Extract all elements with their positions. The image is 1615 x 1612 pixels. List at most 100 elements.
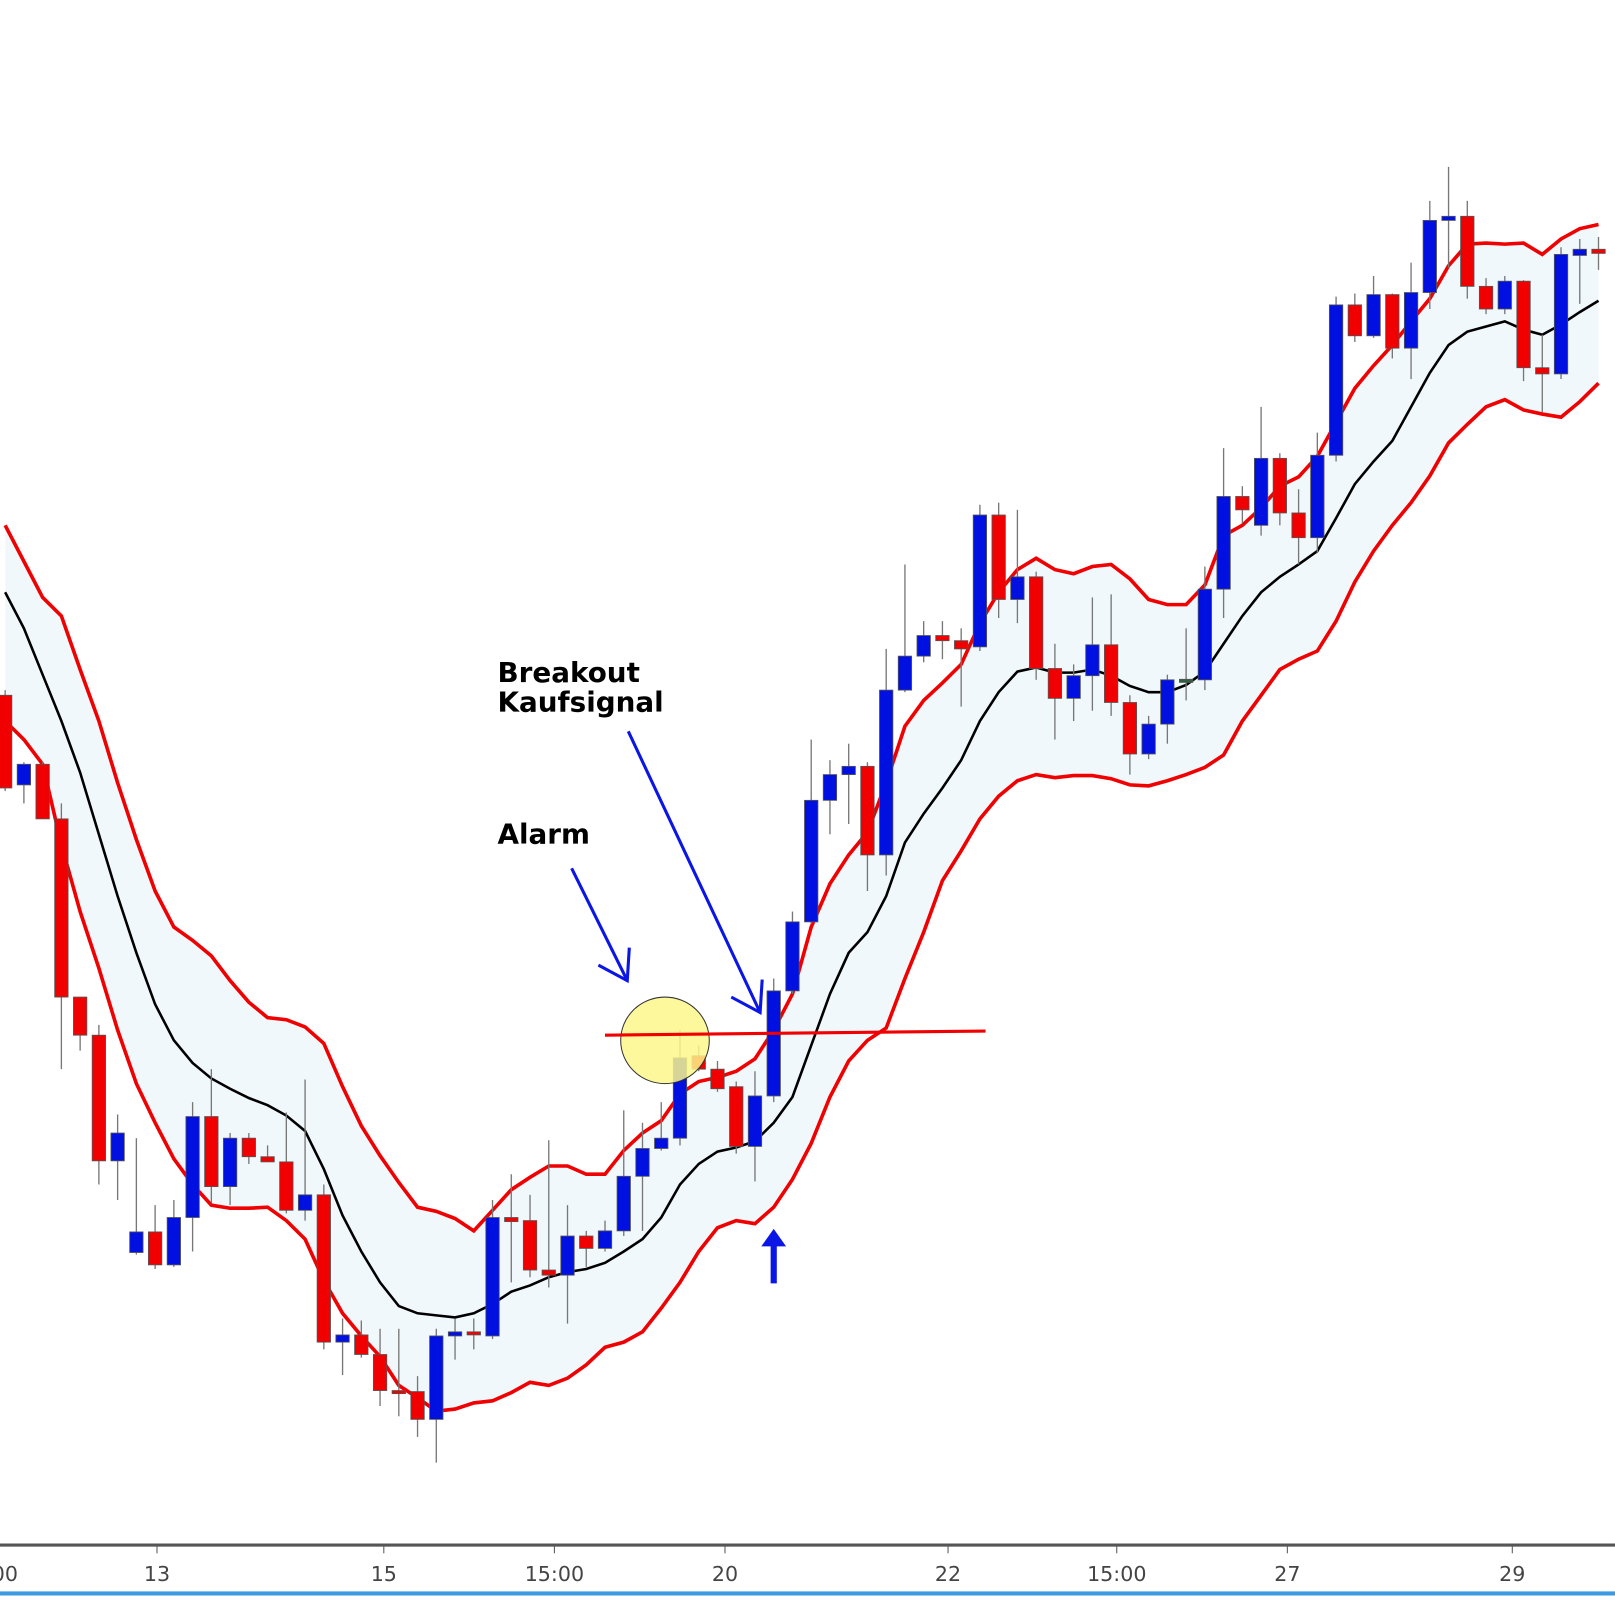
candle-body	[1572, 248, 1587, 256]
candle	[972, 504, 988, 651]
alarm-arrow-icon	[570, 867, 631, 984]
candle-body	[110, 1132, 125, 1162]
arrow-head	[761, 1228, 787, 1247]
candle	[16, 762, 32, 804]
candle	[1310, 432, 1325, 554]
candle	[1197, 566, 1212, 691]
annotation-kaufsignal: Kaufsignal	[497, 686, 663, 719]
candle-body	[766, 990, 781, 1097]
candle	[1160, 674, 1175, 744]
candle-body	[1047, 668, 1063, 699]
x-tick-label: 29	[1499, 1562, 1525, 1586]
resistance-line	[604, 1029, 986, 1037]
candle	[129, 1138, 144, 1255]
candle	[279, 1112, 294, 1214]
candle	[504, 1174, 519, 1283]
x-tick-label: 15	[371, 1562, 397, 1586]
candle-body	[710, 1068, 725, 1090]
x-tick-label: 15:00	[525, 1562, 584, 1586]
candle	[1366, 276, 1381, 338]
candle-body	[485, 1217, 500, 1337]
candle	[1328, 296, 1344, 462]
candle-body	[916, 635, 931, 657]
candle	[1253, 406, 1269, 536]
arrow-head	[730, 979, 764, 1016]
candle	[35, 762, 50, 820]
candle-body	[504, 1217, 519, 1223]
candle-body	[897, 655, 913, 691]
candle	[1122, 695, 1137, 775]
candle-body	[297, 1194, 313, 1211]
candle-body	[316, 1194, 331, 1343]
candle-body	[597, 1230, 613, 1249]
candle	[1516, 280, 1531, 382]
candle	[185, 1102, 200, 1252]
candle	[1085, 597, 1100, 711]
candle-body	[1253, 457, 1269, 526]
candle	[1235, 486, 1250, 524]
candle-body	[935, 635, 950, 642]
candle-body	[204, 1116, 219, 1188]
candle	[391, 1328, 406, 1417]
candle	[579, 1230, 594, 1267]
candle-body	[1347, 304, 1362, 337]
candle-body	[1141, 723, 1156, 755]
candle-body	[954, 640, 969, 650]
candle-body	[841, 765, 856, 775]
candle-body	[129, 1231, 144, 1253]
candle	[916, 621, 931, 663]
candle	[429, 1328, 444, 1463]
candle	[1066, 664, 1081, 722]
candle-body	[616, 1175, 631, 1232]
candle	[260, 1145, 275, 1163]
bottom-scroll-bar[interactable]	[0, 1591, 1615, 1596]
candle	[804, 739, 819, 924]
candle	[1141, 715, 1156, 760]
candle	[204, 1069, 219, 1204]
candle	[654, 1102, 669, 1151]
candle	[110, 1114, 125, 1200]
candle-body	[729, 1086, 744, 1147]
x-tick-label: 15:00	[1087, 1562, 1146, 1586]
candle-body	[1010, 576, 1025, 600]
candle-body	[466, 1331, 481, 1336]
candle	[1553, 247, 1569, 380]
candle-body	[354, 1334, 369, 1355]
candle-body	[1272, 457, 1287, 514]
candle-body	[1422, 220, 1437, 293]
candle-body	[579, 1235, 594, 1249]
candle	[991, 502, 1006, 619]
annotations: Breakout Kaufsignal Alarm	[497, 656, 986, 1284]
candle-body	[822, 774, 838, 801]
candle-body	[447, 1331, 463, 1337]
candle-body	[541, 1269, 556, 1276]
candle-body	[1197, 588, 1212, 681]
candle	[541, 1140, 556, 1288]
candle-body	[35, 763, 50, 820]
candle-body	[1235, 496, 1250, 511]
candle-body	[166, 1217, 181, 1266]
candle	[241, 1133, 256, 1164]
x-tick-label: 13	[144, 1562, 170, 1586]
candle	[91, 1024, 106, 1185]
candle-body	[260, 1156, 275, 1163]
candle	[597, 1220, 613, 1252]
annotation-breakout: Breakout	[497, 656, 639, 689]
candle-body	[429, 1335, 444, 1420]
candle-body	[860, 765, 875, 856]
arrow-head	[597, 947, 631, 984]
candle-body	[54, 818, 69, 998]
candle-body	[1591, 248, 1606, 254]
candle-body	[1179, 678, 1194, 683]
candle	[1291, 489, 1306, 565]
candle-body	[1366, 294, 1381, 337]
candle	[522, 1194, 538, 1278]
buy-signal-up-arrow-icon	[761, 1228, 787, 1284]
candle	[485, 1199, 500, 1340]
candle-body	[1403, 292, 1419, 349]
candle-body	[1497, 280, 1512, 310]
candle-body	[991, 514, 1006, 600]
candle	[1422, 200, 1437, 310]
candle	[297, 1079, 313, 1221]
candle	[73, 996, 88, 1051]
